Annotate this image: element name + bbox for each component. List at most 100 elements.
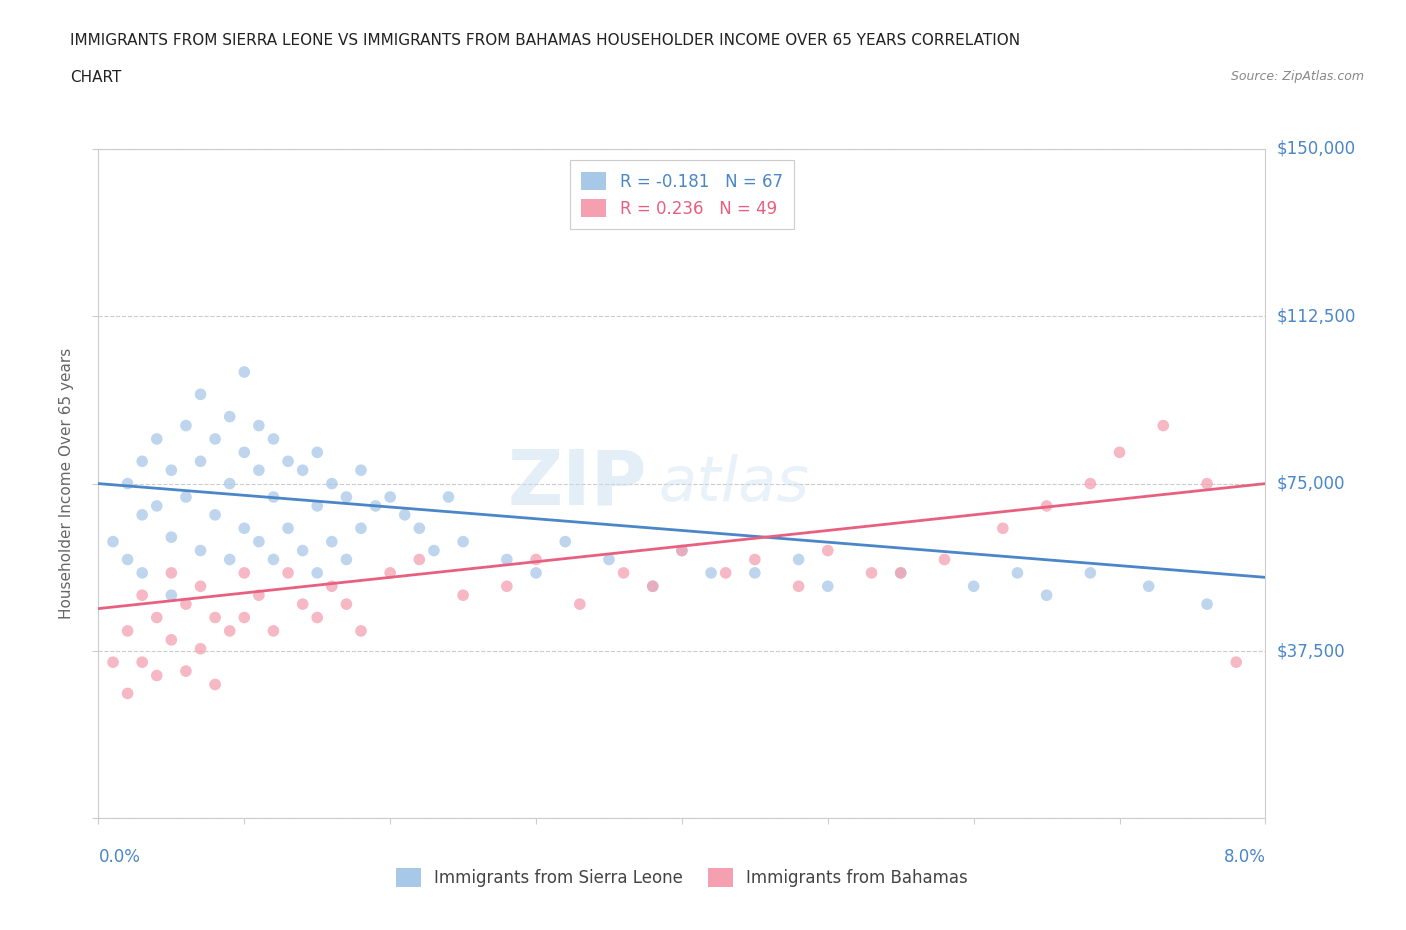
Point bbox=[307, 498, 329, 513]
Point bbox=[524, 565, 547, 580]
Point bbox=[991, 521, 1014, 536]
Point bbox=[335, 597, 357, 612]
Point bbox=[1080, 476, 1102, 491]
Point bbox=[291, 597, 314, 612]
Point bbox=[744, 565, 766, 580]
Point bbox=[321, 476, 343, 491]
Point bbox=[524, 552, 547, 567]
Point bbox=[1152, 418, 1174, 433]
Point bbox=[291, 463, 314, 478]
Point bbox=[350, 463, 373, 478]
Point bbox=[218, 623, 240, 638]
Legend: Immigrants from Sierra Leone, Immigrants from Bahamas: Immigrants from Sierra Leone, Immigrants… bbox=[385, 858, 979, 897]
Point bbox=[1007, 565, 1029, 580]
Point bbox=[117, 552, 139, 567]
Point bbox=[378, 489, 402, 504]
Point bbox=[262, 623, 284, 638]
Text: CHART: CHART bbox=[70, 70, 122, 85]
Point bbox=[451, 534, 474, 549]
Point bbox=[817, 543, 839, 558]
Point bbox=[641, 578, 664, 593]
Point bbox=[787, 578, 810, 593]
Point bbox=[860, 565, 883, 580]
Point bbox=[117, 476, 139, 491]
Point bbox=[934, 552, 956, 567]
Point bbox=[817, 578, 839, 593]
Text: $150,000: $150,000 bbox=[1277, 140, 1355, 158]
Point bbox=[101, 534, 124, 549]
Text: Source: ZipAtlas.com: Source: ZipAtlas.com bbox=[1230, 70, 1364, 83]
Point bbox=[160, 530, 183, 545]
Point bbox=[160, 588, 183, 603]
Point bbox=[423, 543, 446, 558]
Point bbox=[671, 543, 693, 558]
Point bbox=[321, 534, 343, 549]
Point bbox=[350, 521, 373, 536]
Point bbox=[233, 610, 256, 625]
Point bbox=[277, 454, 299, 469]
Text: 8.0%: 8.0% bbox=[1223, 848, 1265, 867]
Point bbox=[131, 508, 153, 523]
Point bbox=[568, 597, 591, 612]
Point bbox=[277, 521, 299, 536]
Point bbox=[218, 476, 240, 491]
Point bbox=[146, 668, 169, 683]
Point bbox=[364, 498, 387, 513]
Point bbox=[233, 365, 256, 379]
Point bbox=[1035, 498, 1057, 513]
Point bbox=[131, 565, 153, 580]
Point bbox=[174, 489, 197, 504]
Point bbox=[146, 432, 169, 446]
Text: 0.0%: 0.0% bbox=[98, 848, 141, 867]
Point bbox=[204, 432, 226, 446]
Point bbox=[307, 445, 329, 459]
Point bbox=[262, 432, 284, 446]
Point bbox=[233, 565, 256, 580]
Point bbox=[262, 489, 284, 504]
Point bbox=[247, 463, 270, 478]
Point bbox=[146, 498, 169, 513]
Point bbox=[496, 578, 519, 593]
Point bbox=[744, 552, 766, 567]
Point bbox=[1108, 445, 1130, 459]
Point bbox=[247, 534, 270, 549]
Point bbox=[101, 655, 124, 670]
Point bbox=[612, 565, 634, 580]
Text: $37,500: $37,500 bbox=[1277, 642, 1346, 660]
Point bbox=[160, 565, 183, 580]
Point bbox=[496, 552, 519, 567]
Point bbox=[335, 552, 357, 567]
Point bbox=[160, 463, 183, 478]
Point bbox=[247, 588, 270, 603]
Point bbox=[1195, 597, 1218, 612]
Point bbox=[204, 610, 226, 625]
Text: $112,500: $112,500 bbox=[1277, 307, 1355, 326]
Point bbox=[174, 664, 197, 679]
Point bbox=[1225, 655, 1247, 670]
Point bbox=[117, 686, 139, 701]
Point bbox=[408, 521, 430, 536]
Point bbox=[204, 508, 226, 523]
Point bbox=[218, 552, 240, 567]
Point bbox=[787, 552, 810, 567]
Point bbox=[437, 489, 460, 504]
Point bbox=[714, 565, 737, 580]
Point bbox=[890, 565, 912, 580]
Point bbox=[160, 632, 183, 647]
Point bbox=[190, 578, 212, 593]
Point bbox=[1035, 588, 1057, 603]
Point bbox=[962, 578, 984, 593]
Point bbox=[671, 543, 693, 558]
Point bbox=[335, 489, 357, 504]
Point bbox=[262, 552, 284, 567]
Point bbox=[233, 445, 256, 459]
Point bbox=[1137, 578, 1160, 593]
Point bbox=[247, 418, 270, 433]
Point bbox=[174, 418, 197, 433]
Point bbox=[890, 565, 912, 580]
Text: $75,000: $75,000 bbox=[1277, 474, 1346, 493]
Point bbox=[307, 565, 329, 580]
Point bbox=[190, 454, 212, 469]
Point bbox=[131, 655, 153, 670]
Point bbox=[451, 588, 474, 603]
